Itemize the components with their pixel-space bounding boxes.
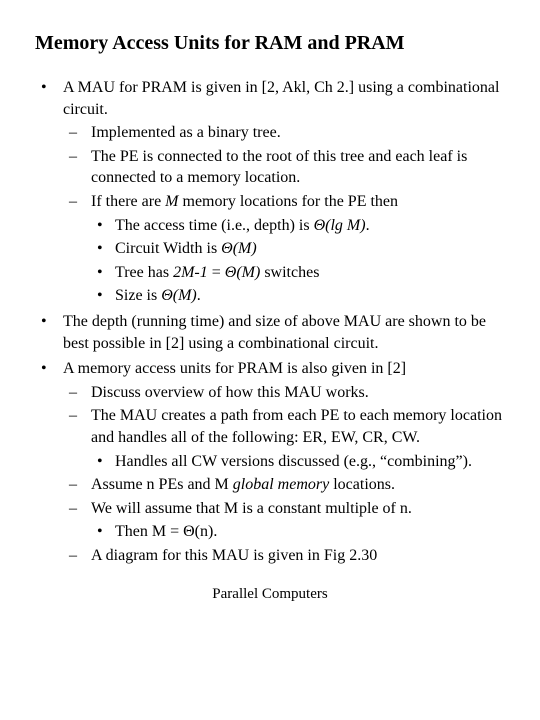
bullet-2: The depth (running time) and size of abo… [35,311,505,354]
b1-d1: Implemented as a binary tree. [63,122,505,144]
bullet-1-text: A MAU for PRAM is given in [2, Akl, Ch 2… [63,79,499,118]
b3-d3: Assume n PEs and M global memory locatio… [63,474,505,496]
footer-text: Parallel Computers [35,584,505,604]
b1-d3-s1: The access time (i.e., depth) is Θ(lg M)… [91,215,505,237]
b3-d2: The MAU creates a path from each PE to e… [63,405,505,472]
main-list: A MAU for PRAM is given in [2, Akl, Ch 2… [35,77,505,566]
b1-d2: The PE is connected to the root of this … [63,146,505,189]
b3-d1: Discuss overview of how this MAU works. [63,382,505,404]
b1-d3-s4: Size is Θ(M). [91,285,505,307]
bullet-1: A MAU for PRAM is given in [2, Akl, Ch 2… [35,77,505,307]
b3-d4: We will assume that M is a constant mult… [63,498,505,543]
page-title: Memory Access Units for RAM and PRAM [35,30,505,57]
b3-d2-s1: Handles all CW versions discussed (e.g.,… [91,451,505,473]
b1-d3: If there are M memory locations for the … [63,191,505,307]
bullet-3: A memory access units for PRAM is also g… [35,358,505,566]
b3-d5: A diagram for this MAU is given in Fig 2… [63,545,505,567]
b3-d4-s1: Then M = Θ(n). [91,521,505,543]
b1-d3-s3: Tree has 2M-1 = Θ(M) switches [91,262,505,284]
b1-d3-s2: Circuit Width is Θ(M) [91,238,505,260]
bullet-3-text: A memory access units for PRAM is also g… [63,360,406,377]
